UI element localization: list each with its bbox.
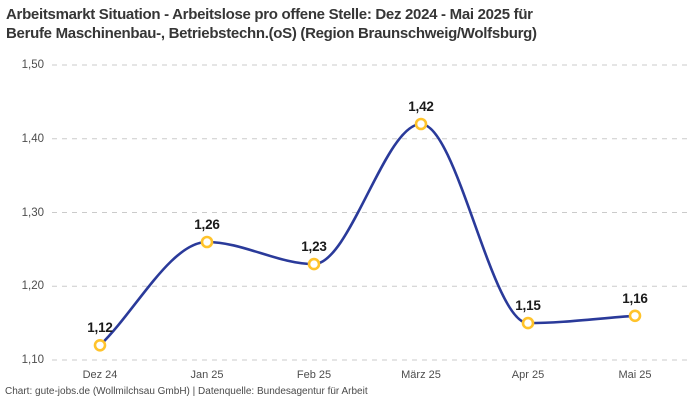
chart-source-caption: Chart: gute-jobs.de (Wollmilchsau GmbH) … — [5, 386, 368, 397]
data-point-marker[interactable] — [521, 316, 535, 330]
chart-title-line-1: Arbeitsmarkt Situation - Arbeitslose pro… — [6, 6, 533, 23]
x-axis-label: Dez 24 — [82, 369, 118, 381]
data-point-value-label: 1,23 — [301, 239, 327, 255]
data-point-marker[interactable] — [414, 117, 428, 131]
y-axis-tick-label: 1,40 — [21, 132, 44, 145]
data-point-marker[interactable] — [93, 338, 107, 352]
data-point-value-label: 1,42 — [408, 99, 434, 114]
chart-title: Arbeitsmarkt Situation - Arbeitslose pro… — [6, 5, 696, 43]
x-axis-label: Jan 25 — [190, 369, 224, 381]
x-axis-label: Feb 25 — [296, 369, 332, 381]
data-point-value-label: 1,16 — [622, 290, 648, 306]
x-axis-label: März 25 — [401, 369, 441, 381]
x-axis-label: Mai 25 — [618, 369, 652, 381]
data-point-marker[interactable] — [628, 309, 642, 323]
y-axis-tick-label: 1,10 — [21, 354, 44, 366]
x-axis-label: Apr 25 — [511, 369, 545, 381]
data-point-marker[interactable] — [307, 257, 321, 271]
y-axis-tick-label: 1,30 — [21, 206, 44, 219]
data-point-value-label: 1,15 — [515, 298, 541, 314]
data-point-value-label: 1,26 — [194, 217, 220, 232]
data-point-marker[interactable] — [200, 235, 214, 249]
y-axis-tick-label: 1,50 — [21, 59, 44, 71]
y-axis-tick-label: 1,20 — [21, 280, 44, 293]
chart-title-line-2: Berufe Maschinenbau-, Betriebstechn.(oS)… — [6, 25, 537, 42]
data-point-value-label: 1,12 — [87, 320, 113, 336]
